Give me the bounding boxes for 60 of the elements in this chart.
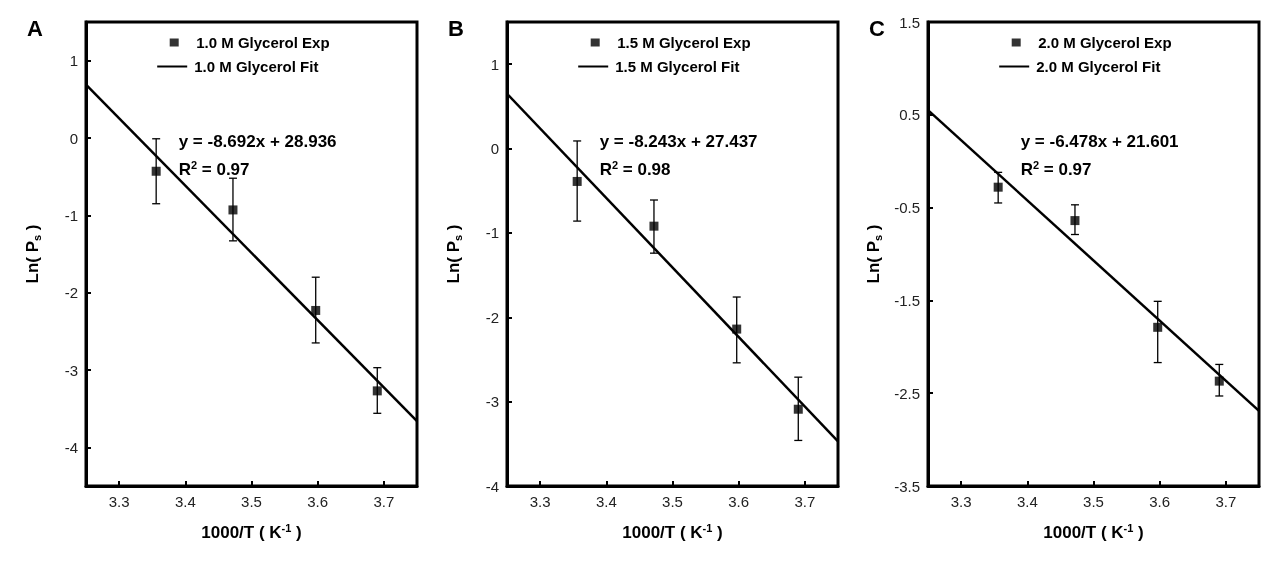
chart-title: A	[27, 15, 43, 41]
point	[993, 182, 1003, 192]
point	[372, 386, 382, 396]
legend-label: 2.0 M Glycerol Fit	[1036, 58, 1161, 75]
y-axis-title: Ln( Ps )	[863, 224, 884, 284]
y-axis-title: Ln( Ps )	[443, 224, 464, 284]
chart-title: C	[869, 15, 885, 41]
y-tick-label: -0.5	[894, 199, 920, 217]
chart-title: B	[448, 15, 464, 41]
x-tick-label: 3.5	[241, 493, 262, 510]
annotation: y = -8.243x + 27.437	[599, 132, 758, 152]
y-tick-label: -3	[64, 361, 78, 379]
point	[1214, 376, 1224, 386]
x-tick-label: 3.4	[595, 493, 617, 510]
x-tick-label: 3.7	[794, 493, 816, 510]
legend-label: 1.0 M Glycerol Fit	[194, 58, 319, 75]
y-tick-label: -1.5	[894, 291, 920, 309]
x-tick-label: 3.3	[950, 493, 972, 510]
x-tick-label: 3.4	[174, 493, 196, 510]
legend-label: 1.5 M Glycerol Exp	[617, 34, 751, 51]
x-tick-label: 3.3	[529, 493, 551, 510]
legend-label: 1.5 M Glycerol Fit	[615, 58, 740, 75]
y-tick-label: 1	[490, 55, 499, 73]
point	[151, 166, 161, 176]
y-tick-label: -3	[485, 393, 499, 411]
legend-label: 1.0 M Glycerol Exp	[196, 34, 330, 51]
x-tick-label: 3.3	[108, 493, 130, 510]
point	[1070, 216, 1080, 226]
y-tick-label: -4	[64, 438, 78, 456]
point	[649, 221, 659, 231]
x-tick-label: 3.6	[728, 493, 750, 510]
annotation: y = -8.692x + 28.936	[178, 132, 337, 152]
x-tick-label: 3.6	[1149, 493, 1171, 510]
y-axis-title: Ln( Ps )	[22, 224, 43, 284]
x-tick-label: 3.6	[307, 493, 329, 510]
point	[732, 324, 742, 334]
x-tick-label: 3.4	[1016, 493, 1038, 510]
point	[228, 205, 238, 215]
x-tick-label: 3.5	[662, 493, 683, 510]
x-tick-label: 3.7	[373, 493, 395, 510]
y-tick-label: 0	[490, 140, 499, 158]
legend-label: 2.0 M Glycerol Exp	[1038, 34, 1172, 51]
point	[311, 305, 321, 315]
y-tick-label: -2	[64, 284, 78, 302]
point	[793, 404, 803, 414]
point	[572, 176, 582, 186]
y-tick-label: 1	[69, 52, 78, 70]
y-tick-label: -2.5	[894, 384, 920, 402]
y-tick-label: -1	[485, 224, 499, 242]
y-tick-label: -2	[485, 308, 499, 326]
annotation: y = -6.478x + 21.601	[1020, 132, 1179, 152]
y-tick-label: 1.5	[899, 13, 920, 31]
y-tick-label: -1	[64, 206, 78, 224]
point	[1153, 322, 1163, 332]
y-tick-label: 0.5	[899, 106, 920, 124]
y-tick-label: -4	[485, 477, 499, 495]
x-tick-label: 3.5	[1083, 493, 1104, 510]
y-tick-label: -3.5	[894, 477, 920, 495]
x-tick-label: 3.7	[1215, 493, 1237, 510]
y-tick-label: 0	[69, 129, 78, 147]
